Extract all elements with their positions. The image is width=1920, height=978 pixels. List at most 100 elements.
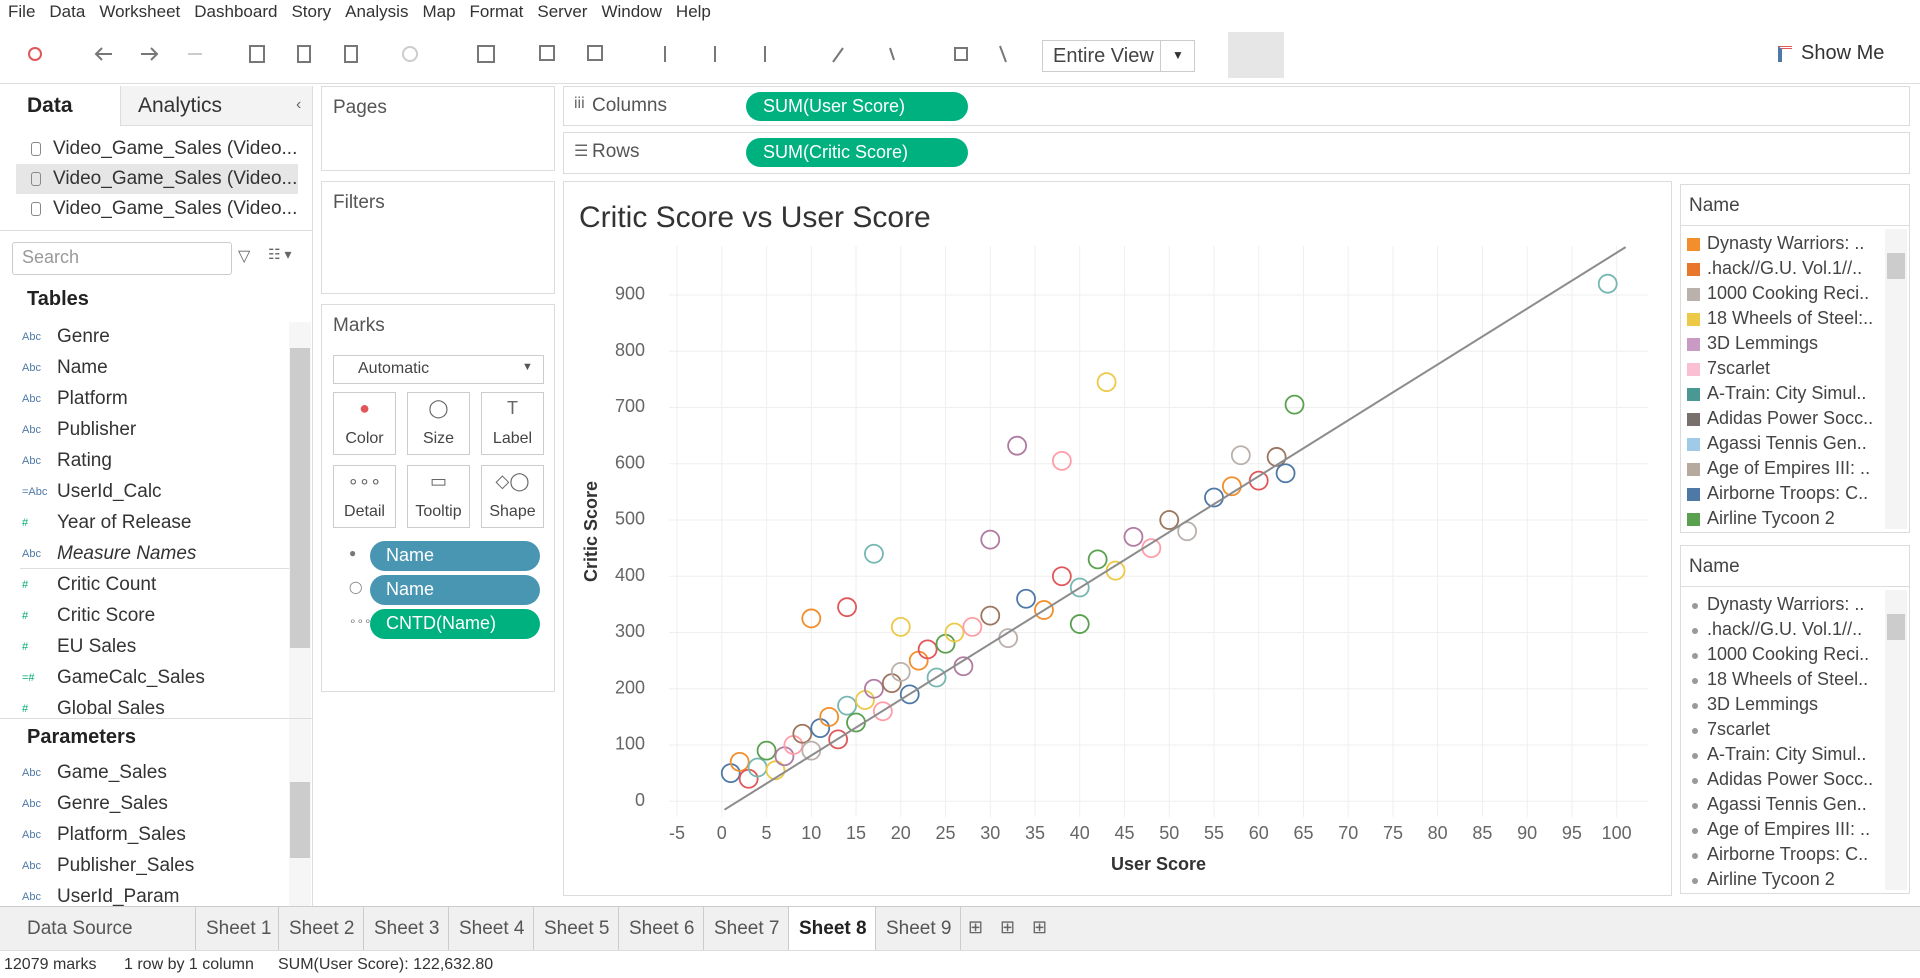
legend-item[interactable]: 18 Wheels of Steel:.. [1707, 308, 1874, 328]
field[interactable]: Genre_Sales [57, 793, 168, 814]
sheet-tab[interactable]: Sheet 7 [714, 918, 780, 939]
legend-item[interactable]: 1000 Cooking Reci.. [1707, 644, 1870, 664]
mark-button[interactable] [481, 465, 544, 528]
field[interactable]: Critic Score [57, 605, 156, 626]
analytics-tab[interactable]: Analytics [138, 94, 223, 117]
legend-item[interactable]: 7scarlet [1707, 358, 1771, 378]
sheet-tab[interactable]: Sheet 9 [886, 918, 952, 939]
mark-button[interactable] [481, 392, 544, 455]
shelf-pill[interactable]: SUM(Critic Score) [746, 138, 968, 167]
sheet-tab[interactable]: Sheet 3 [374, 918, 440, 939]
mark-button[interactable] [407, 392, 470, 455]
field[interactable]: Genre [57, 326, 110, 347]
mark-type-dropdown[interactable] [333, 355, 544, 384]
legend-item[interactable]: .hack//G.U. Vol.1//.. [1707, 619, 1863, 639]
legend-item[interactable]: Dynasty Warriors: .. [1707, 233, 1865, 253]
menu-item[interactable]: Server [537, 2, 588, 21]
legend-item[interactable]: 3D Lemmings [1707, 333, 1819, 353]
field[interactable]: Critic Count [57, 574, 157, 595]
menu-item[interactable]: File [8, 2, 36, 21]
menu-item[interactable]: Worksheet [99, 2, 181, 21]
legend-item[interactable]: 3D Lemmings [1707, 694, 1819, 714]
menu-item[interactable]: Data [49, 2, 86, 21]
field[interactable]: EU Sales [57, 636, 137, 657]
sheet-tab-bg[interactable] [0, 907, 196, 950]
data-source[interactable]: Video_Game_Sales (Video... [53, 168, 298, 189]
field[interactable]: UserId_Calc [57, 481, 162, 502]
field[interactable]: Name [57, 357, 108, 378]
legend-item[interactable]: Adidas Power Socc.. [1707, 769, 1874, 789]
legend-item[interactable]: 7scarlet [1707, 719, 1771, 739]
data-tab[interactable]: Data [27, 94, 73, 117]
legend-item[interactable]: Adidas Power Socc.. [1707, 408, 1874, 428]
field[interactable]: Global Sales [57, 698, 165, 719]
shelf-pill[interactable]: SUM(User Score) [746, 92, 968, 121]
sheet-tab-bg[interactable] [704, 907, 789, 950]
field-pill[interactable]: Name [370, 541, 540, 571]
sheet-tab-bg[interactable] [196, 907, 279, 950]
field[interactable]: Measure Names [57, 543, 197, 564]
collapse-arrow[interactable]: ‹ [296, 96, 302, 113]
sheet-tab[interactable]: Sheet 5 [544, 918, 610, 939]
legend-item[interactable]: Dynasty Warriors: .. [1707, 594, 1865, 614]
sheet-tab-bg[interactable] [876, 907, 961, 950]
dropdown-arrow[interactable]: ▼ [1160, 40, 1195, 72]
menu-item[interactable]: Map [422, 2, 456, 21]
field[interactable]: GameCalc_Sales [57, 667, 205, 688]
new-sheet-button[interactable]: ⊞ [968, 917, 984, 937]
field[interactable]: Year of Release [57, 512, 192, 533]
search-box[interactable] [12, 242, 232, 275]
field[interactable]: Publisher [57, 419, 137, 440]
mark-button[interactable] [333, 392, 396, 455]
sheet-tab[interactable]: Sheet 8 [799, 918, 867, 939]
sheet-tab[interactable]: Sheet 1 [206, 918, 272, 939]
legend-item[interactable]: A-Train: City Simul.. [1707, 383, 1867, 403]
menu-item[interactable]: Analysis [345, 2, 409, 21]
field[interactable]: Platform [57, 388, 128, 409]
legend-item[interactable]: Airline Tycoon 2 [1707, 508, 1835, 528]
new-sheet-button[interactable]: ⊞ [1032, 917, 1048, 937]
fit-button[interactable] [1228, 32, 1284, 78]
sheet-tab-bg[interactable] [789, 907, 876, 950]
legend-item[interactable]: Agassi Tennis Gen.. [1707, 794, 1867, 814]
mark-button[interactable] [407, 465, 470, 528]
field[interactable]: Platform_Sales [57, 824, 186, 845]
legend-item[interactable]: Airborne Troops: C.. [1707, 483, 1869, 503]
field-pill[interactable]: Name [370, 575, 540, 605]
field[interactable]: UserId_Param [57, 886, 180, 906]
legend-item[interactable]: 1000 Cooking Reci.. [1707, 283, 1870, 303]
sheet-tab-bg[interactable] [619, 907, 704, 950]
menu-item[interactable]: Help [675, 2, 711, 21]
mark-button[interactable] [333, 465, 396, 528]
sheet-tab[interactable]: Sheet 2 [289, 918, 355, 939]
menu-item[interactable]: Format [469, 2, 524, 21]
view-mode-dropdown[interactable]: Entire View [1042, 40, 1195, 72]
legend-item[interactable]: Agassi Tennis Gen.. [1707, 433, 1867, 453]
menu-item[interactable]: Story [291, 2, 332, 21]
data-source[interactable]: Video_Game_Sales (Video... [53, 138, 298, 159]
field[interactable]: Game_Sales [57, 762, 167, 783]
field[interactable]: Publisher_Sales [57, 855, 195, 876]
scatter-point [765, 760, 786, 781]
legend-item[interactable]: Airborne Troops: C.. [1707, 844, 1869, 864]
sheet-tab[interactable]: Sheet 6 [629, 918, 695, 939]
menu-item[interactable]: Dashboard [194, 2, 278, 21]
show-me-button[interactable]: Show Me [1801, 42, 1885, 64]
sheet-tab[interactable]: Sheet 4 [459, 918, 525, 939]
legend-item[interactable]: Age of Empires III: .. [1707, 458, 1871, 478]
legend-item[interactable]: .hack//G.U. Vol.1//.. [1707, 258, 1863, 278]
data-source[interactable]: Video_Game_Sales (Video... [53, 198, 298, 219]
legend-item[interactable]: Airline Tycoon 2 [1707, 869, 1835, 889]
sheet-tab-bg[interactable] [534, 907, 619, 950]
field-pill[interactable]: CNTD(Name) [370, 609, 540, 639]
sheet-tab-bg[interactable] [449, 907, 534, 950]
legend-item[interactable]: 18 Wheels of Steel.. [1707, 669, 1869, 689]
menu-item[interactable]: Window [601, 2, 662, 21]
sheet-tab[interactable]: Data Source [27, 918, 133, 939]
field[interactable]: Rating [57, 450, 112, 471]
legend-item[interactable]: A-Train: City Simul.. [1707, 744, 1867, 764]
new-sheet-button[interactable]: ⊞ [1000, 917, 1016, 937]
sheet-tab-bg[interactable] [364, 907, 449, 950]
sheet-tab-bg[interactable] [279, 907, 364, 950]
legend-item[interactable]: Age of Empires III: .. [1707, 819, 1871, 839]
